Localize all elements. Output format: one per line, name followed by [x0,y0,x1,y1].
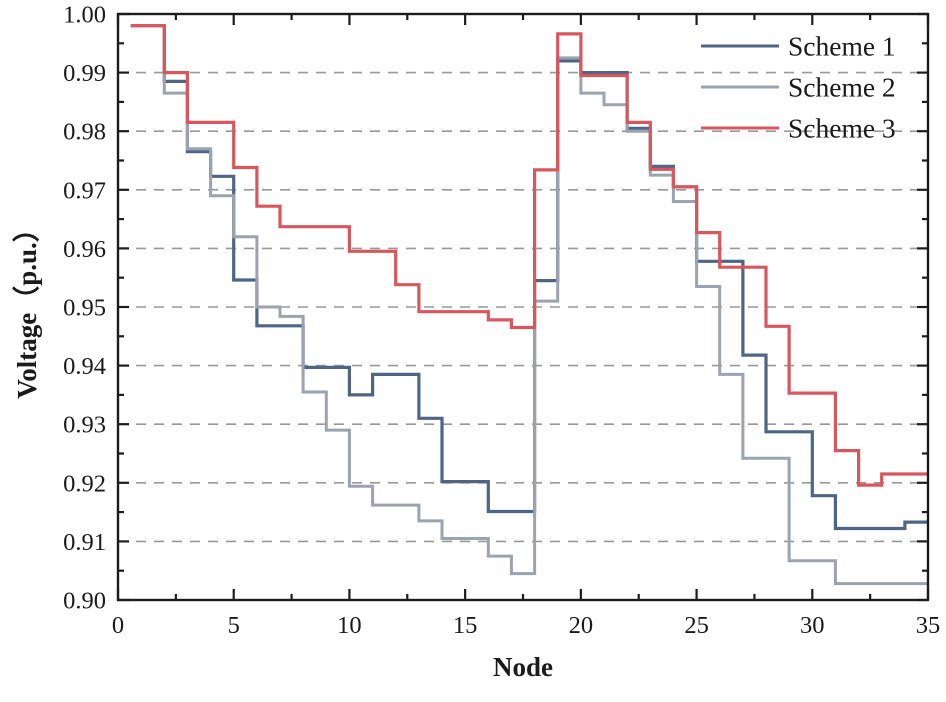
legend: Scheme 1 Scheme 2 Scheme 3 [701,31,896,144]
y-axis-label: Voltage（p.u.） [12,215,42,399]
legend-label: Scheme 1 [788,31,896,62]
x-tick-labels: 0 5 10 15 20 25 30 35 [112,612,940,639]
series-lines [130,24,928,586]
legend-item-scheme-1: Scheme 1 [701,31,896,62]
y-tick-label-0.90: 0.90 [63,588,106,615]
y-tick-label-0.94: 0.94 [63,353,106,380]
y-tick-label-0.95: 0.95 [63,295,106,322]
x-tick-label-10: 10 [337,612,362,639]
y-tick-label-0.91: 0.91 [63,529,106,556]
legend-item-scheme-3: Scheme 3 [701,113,896,144]
x-tick-label-15: 15 [453,612,478,639]
x-tick-label-5: 5 [228,612,240,639]
legend-label: Scheme 2 [788,72,896,103]
series-line-scheme-3 [130,24,928,487]
y-tick-label-0.96: 0.96 [63,236,106,263]
gridlines [118,71,928,543]
y-tick-label-0.99: 0.99 [63,60,106,87]
y-tick-label-0.97: 0.97 [63,177,106,204]
y-tick-label-1.00: 1.00 [63,2,106,29]
x-axis-label: Node [493,652,553,682]
x-tick-label-25: 25 [684,612,709,639]
axis-ticks [116,12,930,602]
y-tick-label-0.98: 0.98 [63,119,106,146]
x-tick-label-20: 20 [569,612,594,639]
legend-item-scheme-2: Scheme 2 [701,72,896,103]
y-tick-labels: 0.90 0.91 0.92 0.93 0.94 0.95 0.96 0.97 0.98 0.99… [63,2,106,615]
x-tick-label-30: 30 [800,612,825,639]
y-tick-label-0.93: 0.93 [63,412,106,439]
series-line-scheme-2 [130,24,928,586]
y-tick-label-0.92: 0.92 [63,470,106,497]
legend-label: Scheme 3 [788,113,896,144]
x-tick-label-0: 0 [112,612,124,639]
x-tick-label-35: 35 [916,612,941,639]
